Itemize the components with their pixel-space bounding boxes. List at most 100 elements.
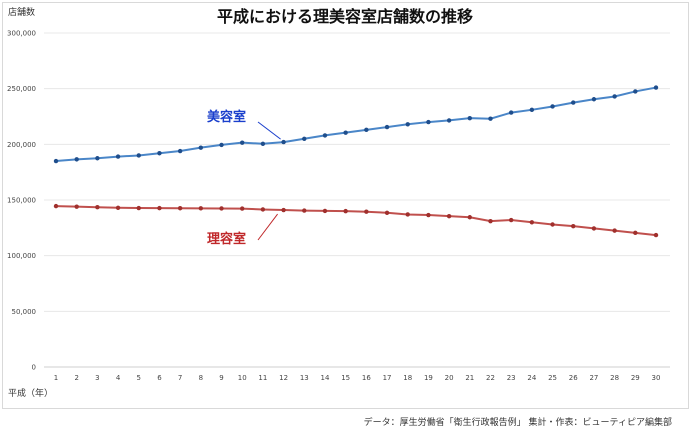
data-point [302, 208, 307, 213]
data-point [529, 107, 535, 113]
x-axis-label: 平成（年） [8, 387, 53, 399]
y-tick-label: 200,000 [7, 141, 36, 149]
data-point [198, 145, 204, 150]
data-point [260, 207, 266, 212]
x-tick-label: 21 [465, 374, 474, 382]
y-tick-label: 50,000 [12, 308, 37, 316]
data-point [281, 139, 286, 145]
data-point [550, 104, 555, 109]
gridlines [44, 32, 670, 368]
data-point [653, 85, 659, 90]
x-tick-label: 12 [279, 374, 288, 382]
chart-frame [2, 2, 689, 409]
data-point [198, 206, 204, 211]
series-line [55, 86, 657, 163]
data-point [633, 89, 638, 94]
data-point [115, 205, 121, 210]
data-point [177, 148, 183, 154]
y-tick-label: 150,000 [7, 197, 36, 205]
data-point [612, 228, 617, 233]
data-point [136, 153, 141, 158]
y-tick-label: 0 [32, 364, 36, 372]
data-point [95, 156, 100, 161]
data-point [74, 204, 79, 209]
series-line [55, 205, 657, 237]
x-tick-label: 6 [157, 374, 162, 382]
data-point [177, 206, 183, 211]
y-tick-label: 300,000 [7, 30, 36, 38]
series-label: 美容室 [207, 109, 246, 125]
x-tick-label: 5 [137, 374, 141, 382]
data-point [115, 154, 121, 159]
data-point [260, 141, 266, 146]
x-tick-label: 16 [362, 374, 371, 382]
data-point [281, 207, 286, 213]
data-point [384, 210, 390, 216]
x-tick-labels: 1 2 3 4 5 6 7 8 9 10 11 12 13 14 15 16 17 18 19 20 21 22 23 24 2… [54, 374, 661, 382]
data-point [446, 213, 452, 219]
data-point [157, 151, 162, 156]
data-point [240, 206, 245, 211]
series-group [53, 85, 659, 238]
data-point [95, 205, 100, 210]
data-point [426, 119, 431, 125]
y-tick-label: 100,000 [7, 252, 36, 260]
data-point [446, 118, 452, 123]
x-tick-label: 18 [403, 374, 412, 382]
data-point [467, 115, 472, 121]
data-point [405, 212, 410, 217]
data-point [219, 206, 224, 211]
x-tick-label: 28 [610, 374, 619, 382]
data-point [364, 209, 369, 214]
x-tick-label: 3 [95, 374, 99, 382]
data-point [571, 100, 576, 105]
x-tick-label: 22 [486, 374, 495, 382]
data-point [53, 158, 59, 164]
chart-title: 平成における理美容室店舗数の推移 [217, 7, 473, 26]
x-tick-label: 11 [258, 374, 267, 382]
x-tick-label: 15 [341, 374, 350, 382]
x-tick-label: 20 [445, 374, 454, 382]
data-point [591, 97, 597, 102]
series-label: 理容室 [207, 231, 246, 247]
data-point [136, 205, 141, 211]
data-point [322, 208, 328, 214]
x-tick-label: 19 [424, 374, 433, 382]
data-point [322, 133, 328, 138]
x-tick-label: 8 [199, 374, 203, 382]
data-point [633, 230, 638, 236]
x-tick-label: 7 [178, 374, 182, 382]
y-tick-labels: 0 50,000 100,000 150,000 200,000 250,000 300,0… [7, 30, 36, 372]
series-leader-line [257, 213, 278, 241]
series-1 [53, 85, 659, 164]
series-leader-line [257, 121, 281, 140]
x-tick-label: 10 [238, 374, 247, 382]
data-point [529, 220, 535, 225]
x-tick-label: 13 [300, 374, 309, 382]
data-point [157, 205, 162, 211]
data-point [343, 208, 348, 214]
x-tick-label: 26 [569, 374, 578, 382]
data-point [405, 122, 410, 127]
x-tick-label: 17 [383, 374, 392, 382]
data-point [426, 212, 431, 218]
data-point [550, 222, 555, 227]
series-2 [53, 203, 659, 238]
data-point [240, 140, 245, 145]
x-tick-label: 23 [507, 374, 516, 382]
data-point [219, 142, 224, 148]
x-tick-label: 4 [116, 374, 121, 382]
data-point [384, 124, 390, 130]
data-point [343, 130, 348, 135]
data-point [591, 226, 597, 231]
x-tick-label: 1 [54, 374, 58, 382]
data-point [508, 110, 514, 115]
data-point [74, 157, 79, 162]
data-point [612, 94, 617, 99]
x-tick-label: 27 [589, 374, 598, 382]
source-note: データ：厚生労働省「衛生行政報告例」 集計・作表：ビューティピア編集部 [364, 416, 672, 428]
data-point [488, 116, 493, 121]
data-point [488, 218, 493, 224]
